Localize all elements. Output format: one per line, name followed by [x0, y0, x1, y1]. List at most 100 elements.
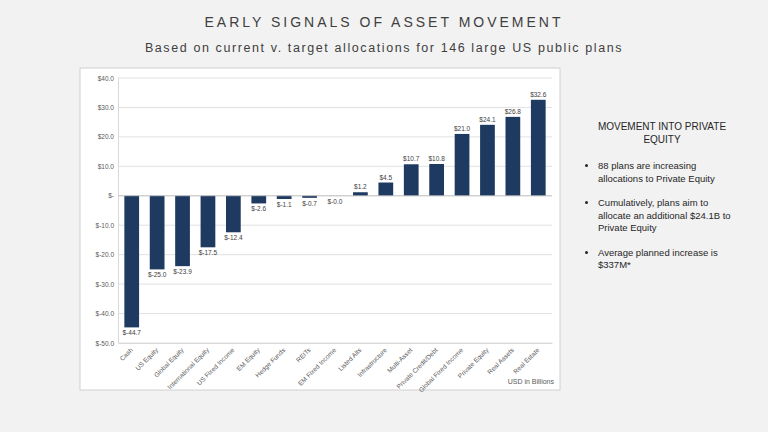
x-tick: Global Fixed Income — [417, 343, 464, 393]
data-label: $-1.1 — [277, 201, 292, 208]
grid-line — [118, 78, 552, 79]
data-label: $-44.7 — [123, 329, 142, 336]
y-tick: $- — [108, 192, 118, 199]
bar — [277, 196, 292, 199]
x-tick-label: Listed Alts — [337, 346, 363, 372]
x-tick: US Fixed Income — [195, 343, 235, 386]
side-panel: MOVEMENT INTO PRIVATE EQUITY 88 plans are… — [582, 120, 742, 284]
y-tick-label: $-30.0 — [96, 281, 115, 288]
x-tick-label: REITs — [295, 346, 313, 364]
data-label: $21.0 — [454, 125, 471, 132]
y-tick-label: $- — [108, 192, 114, 199]
data-label: $-25.0 — [148, 271, 167, 278]
bar — [150, 196, 165, 270]
bar — [226, 196, 241, 233]
bar — [429, 164, 444, 196]
bar — [353, 192, 368, 196]
data-label: $-12.4 — [224, 234, 243, 241]
data-label: $26.8 — [505, 108, 522, 115]
bar — [455, 134, 470, 196]
bar — [378, 183, 393, 196]
x-axis-line — [119, 343, 553, 344]
y-tick-label: $-10.0 — [96, 222, 115, 229]
x-tick: Multi-Asset — [386, 343, 414, 374]
panel-list: 88 plans are increasing allocations to P… — [582, 160, 742, 272]
bar — [251, 196, 266, 204]
bar — [480, 125, 495, 196]
bar — [531, 100, 546, 196]
y-tick-label: $20.0 — [98, 133, 115, 140]
grid-line — [118, 313, 552, 314]
y-tick: $-30.0 — [96, 281, 118, 288]
data-label: $-23.9 — [173, 268, 192, 275]
y-tick: $20.0 — [98, 133, 118, 140]
data-label: $-2.6 — [251, 205, 266, 212]
x-tick: Real Estate — [512, 343, 541, 375]
data-label: $-0.0 — [328, 198, 343, 205]
x-tick-label: Real Assets — [486, 346, 516, 376]
x-tick-label: Private Credit/Debt — [395, 346, 439, 390]
data-label: $32.6 — [530, 91, 547, 98]
x-tick: Cash — [118, 343, 134, 362]
title: EARLY SIGNALS OF ASSET MOVEMENT — [204, 14, 563, 30]
grid-line — [118, 343, 552, 344]
x-tick-label: Global Fixed Income — [417, 346, 464, 393]
x-axis: CashUS EquityGlobal EquityInternational … — [118, 343, 552, 393]
x-tick: REITs — [295, 343, 313, 363]
data-label: $10.8 — [428, 155, 445, 162]
x-tick: EM Fixed Income — [296, 343, 337, 387]
grid-line — [118, 107, 552, 108]
y-tick: $-20.0 — [96, 251, 118, 258]
x-tick-label: Infrastructure — [356, 346, 388, 378]
y-tick-label: $-20.0 — [96, 251, 115, 258]
y-axis: $-50.0 $-40.0 $-30.0 $-20.0 $-10.0 $- $10.0 $20… — [96, 75, 119, 347]
data-label: $1.2 — [354, 183, 367, 190]
y-tick-label: $-40.0 — [96, 310, 115, 317]
x-tick: Infrastructure — [356, 343, 388, 378]
grid-line — [118, 195, 552, 196]
y-tick: $10.0 — [98, 163, 118, 170]
x-tick: US Equity — [134, 343, 161, 372]
x-tick: Private Equity — [456, 343, 491, 380]
x-tick-label: EM Fixed Income — [296, 346, 337, 387]
x-tick: International Equity — [166, 343, 212, 391]
bar — [404, 164, 419, 196]
data-label: $-17.5 — [199, 249, 218, 256]
grid-line — [118, 284, 552, 285]
x-tick-label: International Equity — [166, 346, 212, 392]
chart-frame — [80, 68, 560, 390]
x-tick: Hedge Funds — [254, 343, 288, 380]
x-tick-label: Real Estate — [512, 346, 541, 375]
y-tick: $40.0 — [98, 75, 118, 82]
y-tick-label: $10.0 — [98, 163, 115, 170]
x-tick-label: Private Equity — [456, 346, 491, 381]
y-axis-line — [118, 79, 119, 344]
y-tick: $30.0 — [98, 104, 118, 111]
panel-bullet: 88 plans are increasing allocations to P… — [598, 160, 742, 185]
grid — [118, 78, 552, 343]
bar — [175, 196, 190, 266]
data-label: $24.1 — [479, 116, 496, 123]
x-tick-label: US Fixed Income — [195, 346, 235, 386]
y-tick-label: $-50.0 — [96, 340, 115, 347]
data-label: $-0.7 — [302, 200, 317, 207]
x-tick-label: Hedge Funds — [254, 346, 288, 380]
y-tick-label: $30.0 — [98, 104, 115, 111]
bars — [124, 100, 545, 328]
baseline — [118, 195, 552, 196]
bar — [124, 196, 139, 328]
y-tick: $-10.0 — [96, 222, 118, 229]
panel-bullet: Cumulatively, plans aim to allocate an a… — [598, 197, 742, 235]
panel-heading: MOVEMENT INTO PRIVATE EQUITY — [582, 120, 742, 146]
unit-note: USD in Billions — [508, 378, 555, 385]
bar — [201, 196, 216, 248]
y-tick: $-50.0 — [96, 340, 118, 347]
data-labels: $-44.7 $-25.0 $-23.9 $-17.5 $-12.4 $-2.6 $-1.1… — [123, 91, 547, 337]
panel-bullet: Average planned increase is $337M* — [598, 247, 742, 272]
subtitle: Based on current v. target allocations f… — [145, 41, 623, 55]
y-tick-label: $40.0 — [98, 75, 115, 82]
bar — [506, 117, 521, 196]
x-tick-label: Cash — [118, 346, 134, 362]
y-tick: $-40.0 — [96, 310, 118, 317]
data-label: $10.7 — [403, 155, 420, 162]
